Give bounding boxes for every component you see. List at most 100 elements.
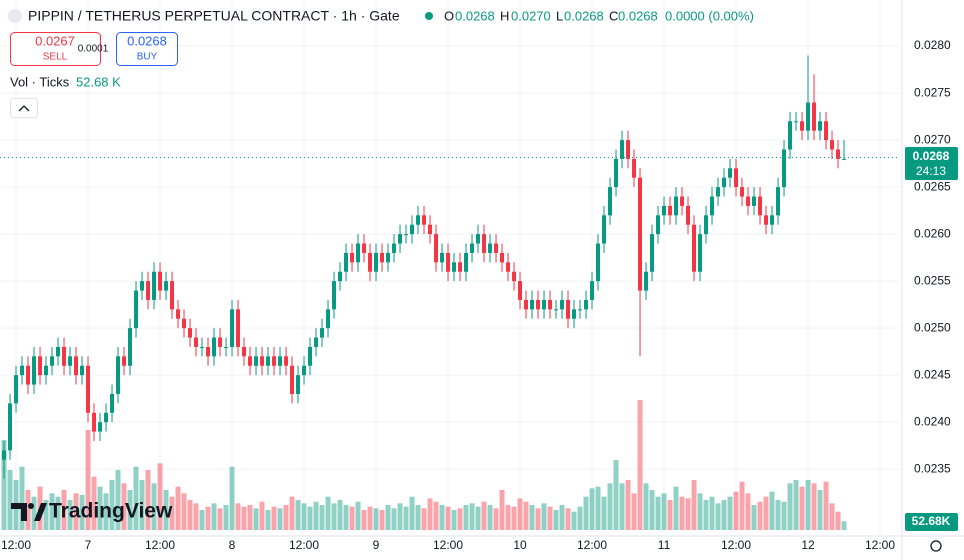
volume-bar bbox=[433, 501, 439, 530]
volume-bar bbox=[313, 501, 319, 530]
volume-bar bbox=[133, 466, 139, 530]
volume-bar bbox=[355, 501, 361, 530]
candle-body bbox=[686, 205, 691, 225]
volume-bar bbox=[673, 486, 679, 530]
change: 0.0000 (0.00%) bbox=[665, 8, 754, 23]
candle-body bbox=[272, 356, 277, 366]
candle-body bbox=[488, 243, 493, 253]
candle-body bbox=[704, 215, 709, 235]
candle-body bbox=[404, 234, 409, 236]
volume-tag bbox=[905, 513, 958, 531]
volume-bar bbox=[19, 466, 25, 530]
volume-bar bbox=[229, 466, 235, 530]
y-tick-label: 0.0275 bbox=[914, 85, 951, 99]
sell-button[interactable] bbox=[10, 32, 101, 66]
candle-body bbox=[662, 205, 667, 216]
buy-price: 0.0268 bbox=[127, 33, 167, 48]
candle-body bbox=[56, 346, 61, 357]
volume-bar bbox=[169, 496, 175, 530]
volume-bar bbox=[709, 496, 715, 530]
volume-bar bbox=[469, 503, 475, 530]
volume-bar bbox=[829, 503, 835, 530]
volume-bar bbox=[385, 505, 391, 530]
volume-bar bbox=[811, 483, 817, 530]
volume-bar bbox=[439, 505, 445, 530]
candle-body bbox=[782, 149, 787, 188]
volume-bar bbox=[577, 506, 583, 530]
candle-body bbox=[590, 281, 595, 300]
volume-bar bbox=[451, 510, 457, 530]
x-tick-label: 12:00 bbox=[865, 538, 895, 552]
x-tick-label: 12:00 bbox=[145, 538, 175, 552]
buy-label: BUY bbox=[137, 52, 158, 63]
candle-body bbox=[632, 158, 637, 178]
candle-body bbox=[164, 281, 169, 291]
candle-body bbox=[584, 299, 589, 310]
candle-body bbox=[332, 281, 337, 310]
candle-body bbox=[566, 299, 571, 319]
volume-bar bbox=[781, 501, 787, 530]
volume-bar bbox=[631, 493, 637, 530]
volume-bar bbox=[535, 508, 541, 530]
volume-bar bbox=[25, 490, 31, 530]
candle-body bbox=[680, 196, 685, 206]
candle-body bbox=[740, 187, 745, 197]
candle-body bbox=[254, 356, 259, 366]
candle-body bbox=[512, 271, 517, 282]
candle-body bbox=[326, 309, 331, 329]
y-tick-label: 0.0250 bbox=[914, 320, 951, 334]
volume-bar bbox=[835, 511, 841, 530]
volume-bar bbox=[403, 506, 409, 530]
candle-body bbox=[422, 215, 427, 225]
price-tag-value: 0.0268 bbox=[913, 149, 950, 163]
volume-bar bbox=[823, 481, 829, 530]
candle-body bbox=[266, 356, 271, 366]
volume-bar bbox=[211, 503, 217, 530]
volume-bar bbox=[637, 400, 643, 530]
candle-body bbox=[110, 393, 115, 413]
volume-bar bbox=[373, 508, 379, 530]
volume-bar bbox=[277, 508, 283, 530]
candle-body bbox=[440, 252, 445, 263]
candle-body bbox=[122, 356, 127, 366]
buy-button[interactable] bbox=[116, 32, 178, 66]
candle-body bbox=[134, 290, 139, 329]
settings-icon[interactable] bbox=[930, 540, 942, 552]
volume-bar bbox=[301, 503, 307, 530]
volume-bar bbox=[337, 500, 343, 530]
candle-body bbox=[80, 365, 85, 376]
candle-body bbox=[224, 346, 229, 348]
volume-bar bbox=[331, 503, 337, 530]
candle-body bbox=[692, 224, 697, 272]
candle-body bbox=[278, 356, 283, 366]
h-value: 0.0270 bbox=[511, 8, 551, 23]
candle-body bbox=[812, 102, 817, 131]
title: PIPPIN / TETHERUS PERPETUAL CONTRACT · 1… bbox=[28, 8, 400, 24]
volume-bar bbox=[793, 480, 799, 530]
volume-bar bbox=[703, 500, 709, 530]
market-status[interactable] bbox=[425, 12, 433, 20]
volume-bar bbox=[127, 490, 133, 530]
candle-body bbox=[104, 412, 109, 423]
candle-body bbox=[32, 356, 37, 385]
candle-body bbox=[476, 234, 481, 244]
volume-bar bbox=[565, 508, 571, 530]
candle-body bbox=[770, 215, 775, 225]
candle-body bbox=[716, 187, 721, 197]
x-tick-label: 10 bbox=[513, 538, 527, 552]
collapse-button[interactable] bbox=[10, 98, 38, 118]
candle-body bbox=[428, 224, 433, 235]
volume-bar bbox=[697, 493, 703, 530]
candle-body bbox=[374, 252, 379, 272]
candle-body bbox=[548, 299, 553, 310]
volume-bar bbox=[151, 483, 157, 530]
candle-body bbox=[230, 309, 235, 347]
x-tick-label: 8 bbox=[229, 538, 236, 552]
candle-body bbox=[314, 337, 319, 347]
candle-body bbox=[638, 177, 643, 291]
volume-bar bbox=[493, 508, 499, 530]
volume-bar bbox=[49, 493, 55, 530]
volume-bar bbox=[541, 503, 547, 530]
candle-body bbox=[182, 318, 187, 329]
x-tick-label: 12:00 bbox=[577, 538, 607, 552]
